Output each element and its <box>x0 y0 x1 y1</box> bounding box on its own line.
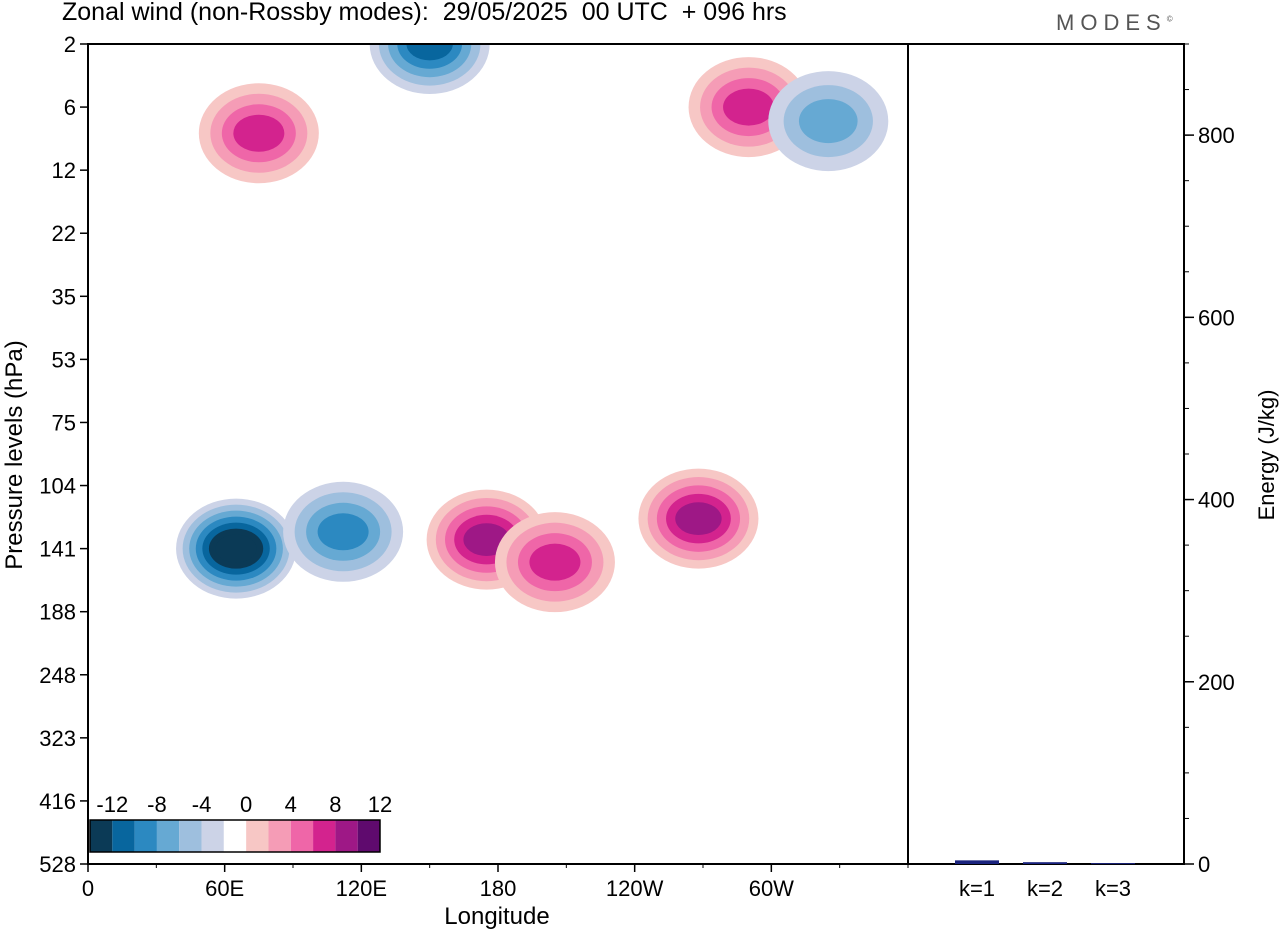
x-tick-label: 120W <box>606 876 664 901</box>
contour-band <box>675 502 722 536</box>
colorbar-swatch <box>112 820 135 852</box>
logo-text: MODES <box>1056 10 1167 35</box>
wind-feature <box>768 71 889 172</box>
y-tick-label: 6 <box>64 95 76 120</box>
energy-tick-label: 400 <box>1198 488 1235 513</box>
contour-band <box>529 543 581 581</box>
wind-feature <box>494 512 615 613</box>
colorbar-swatch <box>268 820 291 852</box>
contour-band <box>798 99 858 144</box>
energy-tick-label: 600 <box>1198 305 1235 330</box>
energy-axis-label: Energy (J/kg) <box>1254 390 1279 521</box>
colorbar-label: -8 <box>147 792 167 817</box>
colorbar-swatch <box>179 820 202 852</box>
heatmap-field <box>176 44 889 613</box>
contour-band <box>215 534 257 563</box>
x-tick-label: 180 <box>480 876 517 901</box>
colorbar-swatch <box>134 820 157 852</box>
contour-band <box>317 513 369 551</box>
energy-bars <box>955 860 1135 865</box>
colorbar: -12 -8 -4 0 4 8 12 <box>89 792 392 853</box>
wind-feature <box>369 44 490 94</box>
y-tick-label: 141 <box>39 537 76 562</box>
wind-feature <box>176 498 297 599</box>
heatmap-axes: 0 60E 120E 180 120W 60W 2 6 12 22 35 53 75 104 141 188 2… <box>39 32 909 901</box>
energy-frame <box>907 43 1185 865</box>
y-tick-label: 104 <box>39 474 76 499</box>
energy-category-label: k=1 <box>959 876 995 901</box>
x-tick-label: 0 <box>82 876 94 901</box>
x-axis-label: Longitude <box>444 903 549 930</box>
y-tick-label: 75 <box>52 410 76 435</box>
energy-category-label: k=3 <box>1095 876 1131 901</box>
y-axis-label: Pressure levels (hPa) <box>1 340 28 569</box>
y-tick-label: 2 <box>64 32 76 57</box>
colorbar-swatch <box>357 820 380 852</box>
wind-feature <box>638 468 759 569</box>
colorbar-swatch <box>223 820 247 852</box>
y-tick-label: 35 <box>52 284 76 309</box>
colorbar-label: 0 <box>240 792 252 817</box>
colorbar-label: 4 <box>285 792 297 817</box>
y-tick-label: 323 <box>39 726 76 751</box>
wind-feature <box>283 481 404 582</box>
energy-category-label: k=2 <box>1027 876 1063 901</box>
colorbar-swatch <box>90 820 113 852</box>
y-tick-label: 528 <box>39 852 76 877</box>
colorbar-label: 8 <box>329 792 341 817</box>
colorbar-swatch <box>246 820 269 852</box>
wind-feature <box>198 83 319 184</box>
colorbar-swatch <box>313 820 336 852</box>
x-tick-label: 60E <box>205 876 244 901</box>
colorbar-label: -12 <box>96 792 128 817</box>
modes-logo: MODES© <box>1056 10 1173 35</box>
colorbar-border <box>89 819 381 853</box>
y-tick-label: 53 <box>52 347 76 372</box>
energy-axes: 0 200 400 600 800 k=1 k=2 k=3 <box>959 43 1235 901</box>
colorbar-label: 12 <box>368 792 392 817</box>
energy-tick-label: 800 <box>1198 123 1235 148</box>
y-tick-label: 416 <box>39 789 76 814</box>
energy-bar <box>1091 863 1135 865</box>
heatmap-frame <box>87 43 909 865</box>
colorbar-swatch <box>201 820 224 852</box>
colorbar-swatch <box>156 820 180 852</box>
x-tick-label: 60W <box>749 876 794 901</box>
x-tick-label: 120E <box>336 876 387 901</box>
contour-band <box>406 44 453 61</box>
contour-band <box>233 114 285 152</box>
contour-band <box>723 88 775 126</box>
y-tick-label: 12 <box>52 158 76 183</box>
energy-tick-label: 200 <box>1198 670 1235 695</box>
energy-bar <box>955 860 999 864</box>
y-tick-label: 248 <box>39 663 76 688</box>
colorbar-swatch <box>290 820 314 852</box>
y-tick-label: 188 <box>39 600 76 625</box>
colorbar-swatch <box>335 820 358 852</box>
energy-bar <box>1023 862 1067 864</box>
y-tick-label: 22 <box>52 221 76 246</box>
colorbar-label: -4 <box>192 792 212 817</box>
chart-title: Zonal wind (non-Rossby modes): 29/05/202… <box>62 0 787 26</box>
energy-tick-label: 0 <box>1198 852 1210 877</box>
